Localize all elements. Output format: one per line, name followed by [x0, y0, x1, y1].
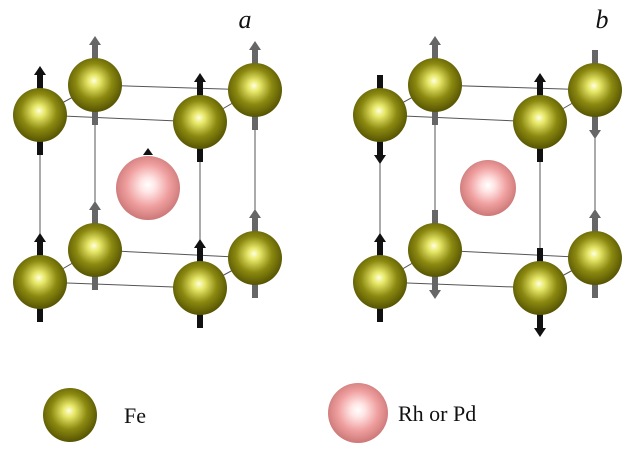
spin-head — [589, 130, 601, 139]
fe-atom — [173, 95, 227, 149]
spin-head — [89, 201, 101, 210]
spin-head — [429, 290, 441, 299]
spin-head — [143, 148, 153, 155]
spin-head — [589, 209, 601, 218]
spin-head — [34, 233, 46, 242]
rh-atom — [116, 156, 180, 220]
spin-head — [194, 239, 206, 248]
legend-rh-sphere — [328, 383, 388, 443]
fe-atom — [228, 231, 282, 285]
spin-head — [194, 73, 206, 82]
fe-atom — [568, 63, 622, 117]
spin-head — [249, 41, 261, 50]
fe-atom — [173, 261, 227, 315]
fe-atom — [13, 255, 67, 309]
spin-head — [249, 209, 261, 218]
rh-atom — [460, 160, 516, 216]
fe-atom — [68, 223, 122, 277]
fe-atom — [228, 63, 282, 117]
panel-label: b — [596, 5, 609, 34]
spin-head — [89, 36, 101, 45]
fe-atom — [408, 223, 462, 277]
panel-label: a — [239, 5, 252, 34]
spin-head — [534, 328, 546, 337]
fe-atom — [68, 58, 122, 112]
fe-atom — [408, 58, 462, 112]
fe-atom — [353, 255, 407, 309]
spin-head — [374, 155, 386, 164]
fe-atom — [353, 88, 407, 142]
panels — [13, 36, 622, 337]
figure: a b Fe Rh or Pd — [0, 0, 625, 450]
legend-label: Fe — [124, 403, 146, 428]
legend-fe-sphere — [43, 388, 97, 442]
spin-head — [534, 73, 546, 82]
fe-atom — [513, 261, 567, 315]
spin-head — [429, 36, 441, 45]
fe-atom — [513, 95, 567, 149]
spin-head — [374, 233, 386, 242]
fe-atom — [13, 88, 67, 142]
spin-head — [34, 66, 46, 75]
fe-atom — [568, 231, 622, 285]
legend-label: Rh or Pd — [398, 401, 476, 426]
